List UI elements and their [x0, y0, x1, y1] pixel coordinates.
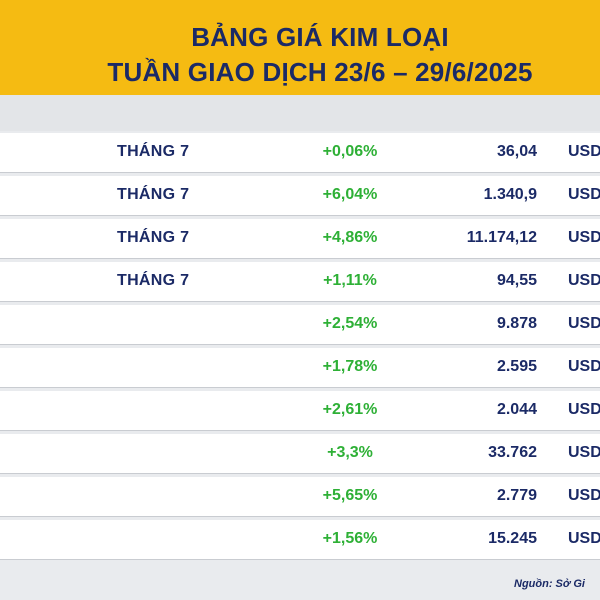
table-row: +1,78% 2.595 USD [0, 348, 600, 388]
change-cell: +5,65% [322, 487, 378, 504]
unit-cell: USD [568, 272, 600, 289]
period-cell: THÁNG 7 [117, 272, 190, 289]
source-note: Nguồn: Sở Gi [514, 578, 585, 590]
price-cell: 94,55 [496, 272, 537, 289]
price-cell: 2.595 [496, 358, 537, 375]
change-cell: +6,04% [322, 186, 378, 203]
change-cell: +1,11% [323, 272, 377, 289]
price-cell: 33.762 [488, 444, 537, 461]
price-cell: 2.044 [496, 401, 537, 418]
unit-cell: USD [568, 315, 600, 332]
table-row: +2,54% 9.878 USD [0, 305, 600, 345]
change-cell: +2,54% [322, 315, 378, 332]
change-cell: +4,86% [322, 229, 378, 246]
unit-cell: USD [568, 530, 600, 547]
table-row: +3,3% 33.762 USD [0, 434, 600, 474]
change-cell: +0,06% [322, 143, 378, 160]
price-cell: 11.174,12 [466, 229, 537, 246]
change-cell: +1,78% [322, 358, 378, 375]
change-cell: +1,56% [322, 530, 378, 547]
change-cell: +2,61% [322, 401, 378, 418]
period-cell: THÁNG 7 [117, 186, 190, 203]
price-cell: 1.340,9 [483, 186, 537, 203]
table-row: THÁNG 7 +1,11% 94,55 USD [0, 262, 600, 302]
header-band [0, 95, 600, 131]
unit-cell: USD [568, 143, 600, 160]
table-row: +1,56% 15.245 USD [0, 520, 600, 560]
table-row: +5,65% 2.779 USD [0, 477, 600, 517]
unit-cell: USD [568, 401, 600, 418]
table-header: BẢNG GIÁ KIM LOẠI TUẦN GIAO DỊCH 23/6 – … [0, 0, 600, 95]
table-row: THÁNG 7 +0,06% 36,04 USD [0, 133, 600, 173]
table-row: THÁNG 7 +4,86% 11.174,12 USD [0, 219, 600, 259]
unit-cell: USD [568, 186, 600, 203]
period-cell: THÁNG 7 [117, 229, 190, 246]
unit-cell: USD [568, 358, 600, 375]
change-cell: +3,3% [327, 444, 373, 461]
period-cell: THÁNG 7 [117, 143, 190, 160]
price-cell: 36,04 [496, 143, 537, 160]
unit-cell: USD [568, 487, 600, 504]
price-cell: 2.779 [496, 487, 537, 504]
table-title: BẢNG GIÁ KIM LOẠI [191, 22, 449, 52]
table-row: +2,61% 2.044 USD [0, 391, 600, 431]
table-row: THÁNG 7 +6,04% 1.340,9 USD [0, 176, 600, 216]
table-subtitle: TUẦN GIAO DỊCH 23/6 – 29/6/2025 [107, 57, 533, 87]
price-cell: 15.245 [488, 530, 537, 547]
price-cell: 9.878 [496, 315, 537, 332]
unit-cell: USD [568, 444, 600, 461]
unit-cell: USD [568, 229, 600, 246]
